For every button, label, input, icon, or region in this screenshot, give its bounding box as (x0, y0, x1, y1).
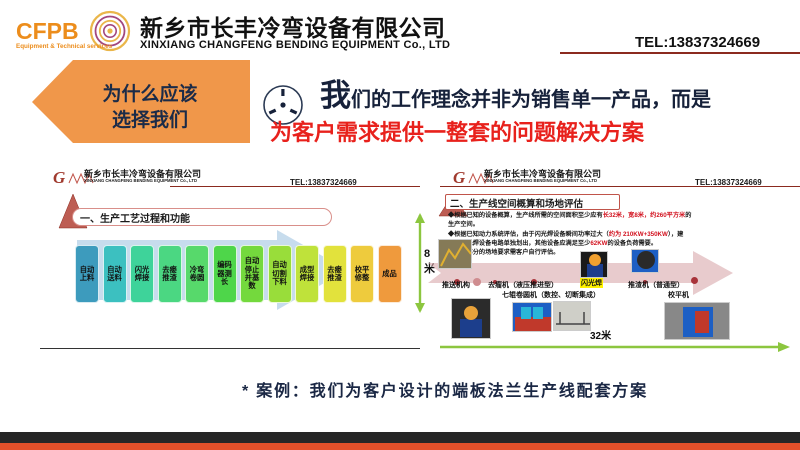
svg-text:Equipment & Technical services: Equipment & Technical services (16, 43, 113, 50)
svg-text:G: G (53, 168, 66, 186)
svg-text:CFPB: CFPB (16, 18, 79, 44)
svg-text:为什么应该: 为什么应该 (102, 82, 197, 105)
svg-text:G: G (453, 168, 466, 186)
svg-text:选择我们: 选择我们 (112, 108, 188, 131)
